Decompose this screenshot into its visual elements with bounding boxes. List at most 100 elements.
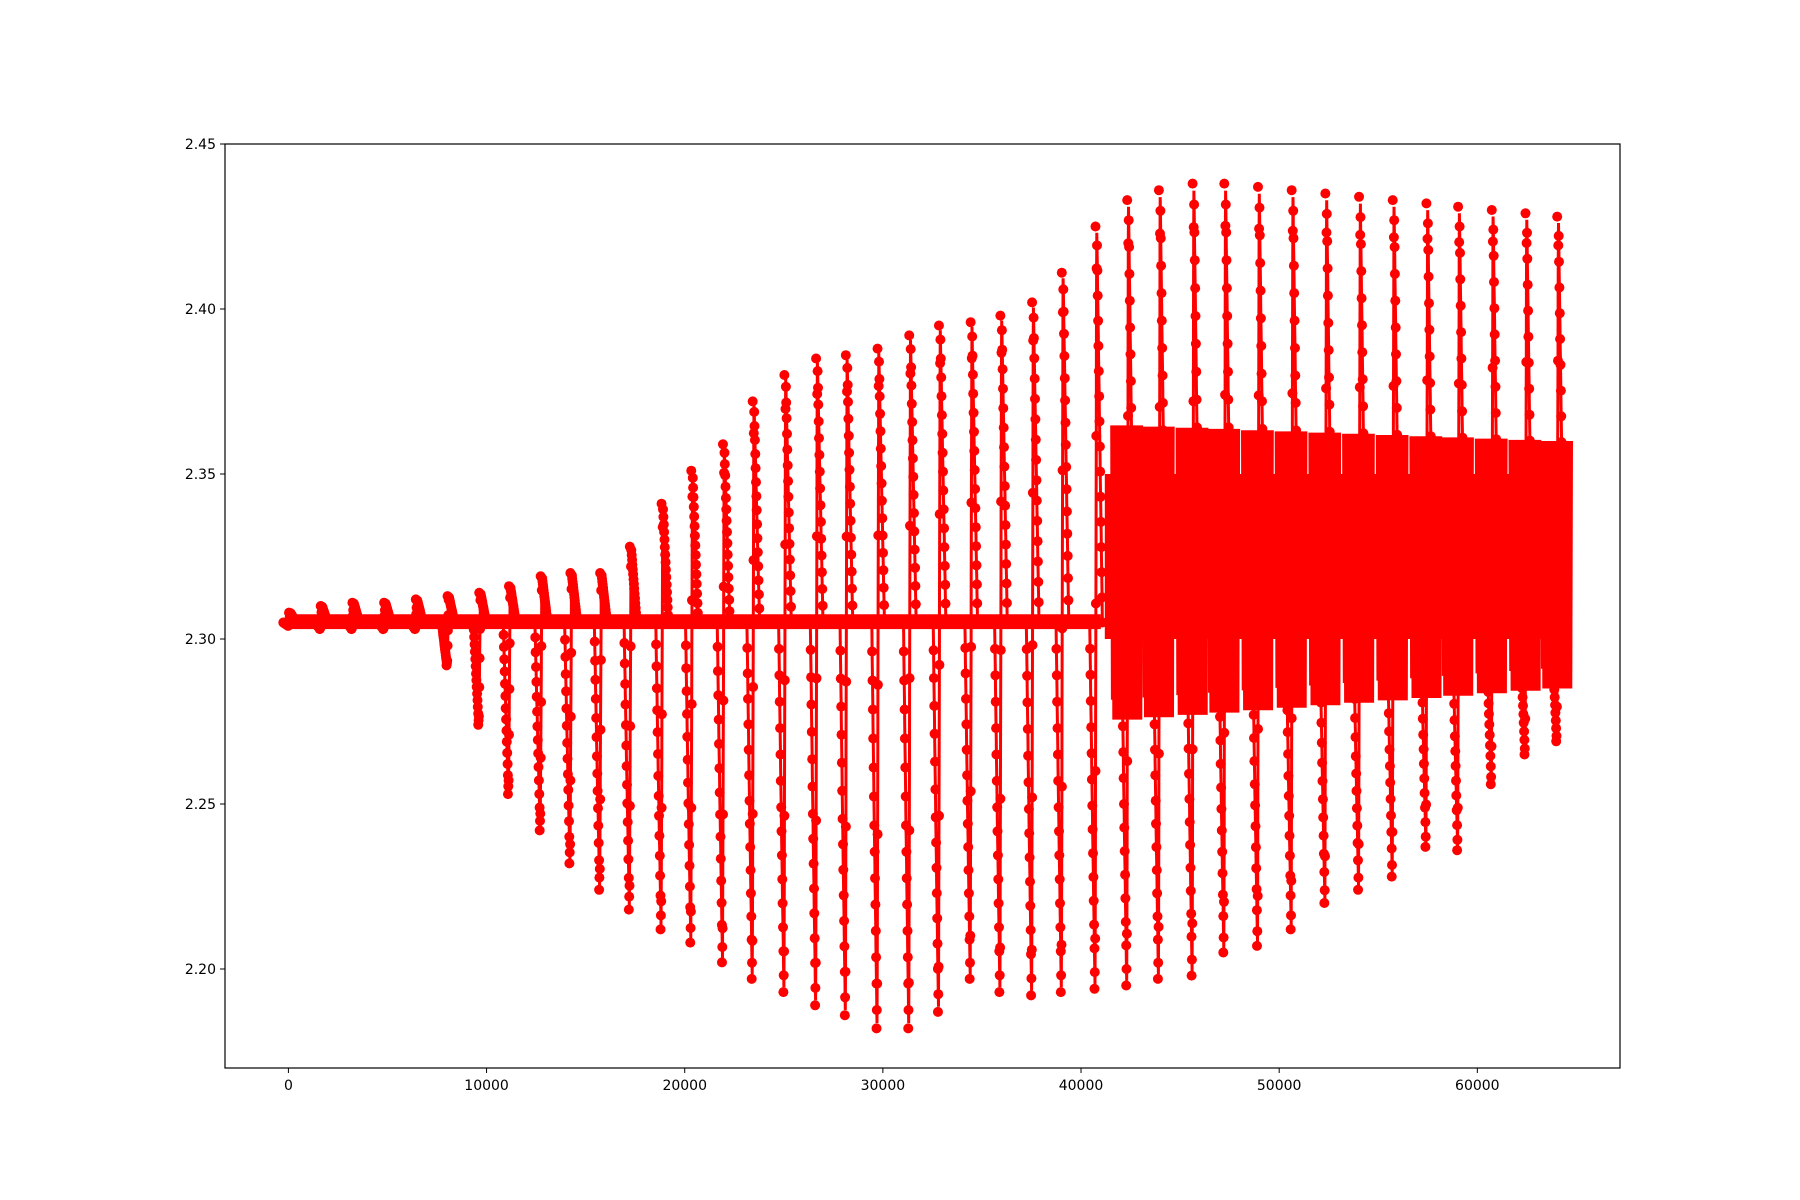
cycle-max-point: [872, 343, 883, 354]
data-point: [997, 364, 1008, 375]
data-point: [1061, 484, 1072, 495]
data-point: [1553, 230, 1564, 241]
cycle-min-point: [564, 858, 575, 869]
data-point: [688, 482, 699, 493]
cycle-min-point: [473, 719, 484, 730]
data-point: [869, 820, 880, 831]
data-point: [814, 433, 824, 444]
data-point: [843, 396, 853, 407]
data-point: [722, 549, 733, 560]
data-point: [836, 729, 847, 740]
data-point: [877, 513, 888, 524]
cycle-min-point: [1152, 973, 1163, 984]
data-point: [1450, 746, 1461, 757]
dense-band: [288, 425, 1573, 720]
data-point: [995, 645, 1006, 656]
data-point: [621, 740, 632, 751]
data-point: [1488, 224, 1499, 235]
data-point: [1355, 229, 1366, 240]
data-point: [906, 362, 917, 373]
data-point: [965, 957, 975, 968]
data-point: [1125, 376, 1136, 387]
data-point: [844, 464, 855, 475]
data-point: [653, 790, 664, 801]
data-point: [809, 883, 819, 894]
data-point: [1092, 265, 1103, 276]
data-point: [1555, 359, 1566, 370]
cycle-max-point: [1153, 185, 1164, 196]
cycle-max-point: [565, 568, 576, 578]
data-point: [744, 795, 755, 806]
data-point: [744, 770, 755, 781]
data-point: [1217, 846, 1228, 857]
cycle-min-point: [623, 904, 634, 915]
dense-band-core: [1104, 474, 1557, 639]
x-tick-label: 40000: [1059, 1078, 1104, 1094]
data-point: [1052, 696, 1063, 707]
data-point: [1420, 831, 1431, 842]
cycle-min-point: [1026, 990, 1037, 1001]
data-point: [688, 492, 699, 503]
data-point: [775, 723, 786, 734]
data-point: [963, 888, 974, 899]
data-point: [841, 676, 852, 687]
data-point: [1029, 353, 1040, 364]
data-point: [1418, 758, 1429, 769]
data-point: [971, 541, 982, 552]
data-point: [1449, 698, 1460, 709]
data-point: [685, 923, 696, 933]
data-point: [531, 676, 542, 687]
x-tick-label: 30000: [861, 1078, 906, 1094]
data-point: [1222, 338, 1233, 349]
data-point: [1055, 898, 1065, 909]
data-point: [563, 784, 574, 795]
data-point: [1286, 875, 1297, 886]
cycle-min-point: [1319, 898, 1330, 908]
data-point: [868, 762, 879, 773]
data-point: [778, 970, 789, 981]
data-point: [999, 481, 1010, 492]
data-point: [715, 831, 726, 842]
data-point: [1151, 865, 1162, 876]
data-point: [1390, 295, 1401, 306]
data-point: [1095, 466, 1106, 477]
cycle-group: [668, 465, 704, 948]
data-point: [1023, 750, 1034, 761]
data-point: [532, 721, 543, 732]
data-point: [808, 858, 819, 869]
data-point: [1389, 215, 1400, 226]
data-point: [1424, 298, 1434, 309]
data-point: [1123, 410, 1133, 421]
data-point: [1450, 760, 1461, 771]
data-point: [754, 603, 765, 614]
data-point: [1094, 441, 1105, 452]
data-point: [692, 598, 703, 609]
cycle-min-point: [778, 987, 789, 998]
data-point: [1451, 790, 1462, 801]
cycle-max-point: [904, 330, 915, 341]
data-point: [806, 726, 817, 737]
data-point: [991, 723, 1002, 734]
cycle-min-point: [441, 660, 452, 671]
data-point: [776, 850, 787, 861]
cycle-group: [486, 581, 521, 800]
data-point: [774, 696, 785, 707]
data-point: [651, 639, 662, 650]
cycle-max-point: [1027, 297, 1038, 308]
data-point: [533, 775, 544, 786]
data-point: [1121, 928, 1132, 939]
data-point: [779, 810, 790, 821]
data-point: [656, 709, 667, 720]
cycle-max-point: [503, 581, 514, 592]
data-point: [469, 632, 480, 643]
data-point: [817, 600, 828, 611]
data-point: [622, 817, 633, 827]
data-point: [752, 533, 763, 544]
data-point: [909, 544, 920, 555]
data-point: [1124, 242, 1135, 252]
data-point: [1221, 255, 1232, 266]
data-point: [654, 830, 665, 841]
data-point: [846, 549, 857, 560]
data-point: [1058, 284, 1069, 295]
data-point: [1318, 812, 1329, 823]
